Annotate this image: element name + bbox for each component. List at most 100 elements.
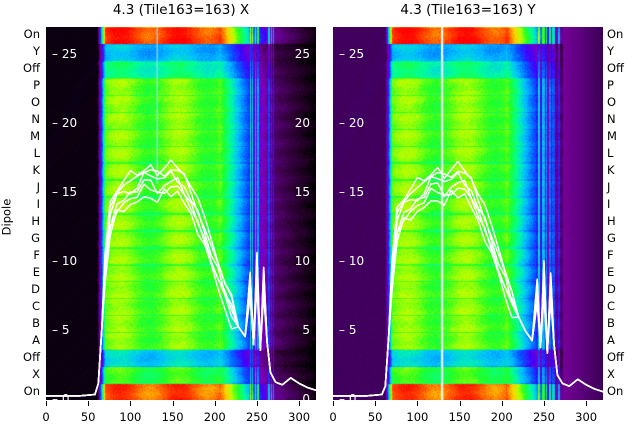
dipole-tick-y-1: Y xyxy=(607,44,615,59)
dipole-tick-f-13: F xyxy=(607,247,614,262)
x-tick-mark-0 xyxy=(46,401,47,406)
inner-y-tick-15-l: – 15 xyxy=(52,184,78,199)
inner-y-tick-10-l: – 10 xyxy=(339,253,365,268)
dipole-tick-b-17: B xyxy=(32,315,40,330)
x-axis-right: 0 50 100 150 200 250 300 xyxy=(329,401,603,435)
x-tick-mark-150 xyxy=(459,401,461,406)
trace-line-0 xyxy=(333,189,603,397)
dipole-tick-on-0: On xyxy=(23,27,40,42)
dipole-tick-e-14: E xyxy=(607,264,615,279)
trace-line-3 xyxy=(333,171,603,397)
dipole-tick-c-16: C xyxy=(31,298,40,313)
dipole-tick-column-right: On Y Off P O N M L K J I H G F E D C B A Off X On xyxy=(603,27,640,400)
trace-line-0 xyxy=(46,188,316,397)
inner-y-tick-20-l: – 20 xyxy=(52,115,78,130)
heatmap-image-x xyxy=(46,27,316,400)
dipole-tick-off-2: Off xyxy=(607,61,624,76)
x-tick-label-300: 300 xyxy=(288,410,311,424)
dipole-tick-off-19: Off xyxy=(607,349,624,364)
inner-y-tick-10-r: 10 xyxy=(294,253,310,268)
dipole-tick-p-3: P xyxy=(607,78,614,93)
x-tick-label-150: 150 xyxy=(448,410,471,424)
dipole-tick-j-9: J xyxy=(607,180,611,195)
inner-y-tick-0-l: – 0 xyxy=(52,392,70,400)
x-tick-label-300: 300 xyxy=(575,410,598,424)
dipole-tick-k-8: K xyxy=(607,163,615,178)
dipole-tick-d-15: D xyxy=(31,281,40,296)
dipole-tick-e-14: E xyxy=(32,264,40,279)
x-tick-mark-300 xyxy=(586,401,588,406)
dipole-tick-g-12: G xyxy=(31,230,40,245)
trace-line-1 xyxy=(333,187,603,397)
dipole-tick-on-0: On xyxy=(607,27,624,42)
inner-y-tick-5-l: – 5 xyxy=(52,322,70,337)
dipole-tick-i-10: I xyxy=(607,197,611,212)
dipole-tick-m-6: M xyxy=(607,129,617,144)
panel-title-x: 4.3 (Tile163=163) X xyxy=(112,2,250,18)
inner-y-tick-0-r: 0 xyxy=(302,392,310,400)
dipole-tick-n-5: N xyxy=(31,112,40,127)
inner-y-tick-15-r: 15 xyxy=(294,184,310,199)
heatmap-panel-y[interactable]: – 0 – 5 – 10 – 15 – 20 – 25 xyxy=(333,27,603,400)
dipole-tick-i-10: I xyxy=(36,197,40,212)
inner-y-tick-10-l: – 10 xyxy=(52,253,78,268)
dipole-tick-m-6: M xyxy=(30,129,40,144)
x-tick-label-200: 200 xyxy=(490,410,513,424)
power-trace-y xyxy=(333,160,603,397)
heatmap-image-y xyxy=(333,27,603,400)
x-tick-label-0: 0 xyxy=(329,410,337,424)
heatmap-panel-x[interactable]: – 0 0 – 5 5 – 10 10 – 15 15 – 20 20 – 25 25 xyxy=(46,27,316,400)
dipole-tick-g-12: G xyxy=(607,230,616,245)
inner-y-tick-20-r: 20 xyxy=(294,115,310,130)
x-tick-mark-0 xyxy=(333,401,334,406)
dipole-tick-c-16: C xyxy=(607,298,616,313)
dipole-tick-n-5: N xyxy=(607,112,616,127)
x-tick-mark-50 xyxy=(88,401,90,406)
inner-y-tick-20-l: – 20 xyxy=(339,115,365,130)
trace-line-2 xyxy=(46,176,316,397)
dipole-tick-a-18: A xyxy=(32,332,40,347)
dipole-tick-o-4: O xyxy=(607,95,617,110)
dipole-tick-l-7: L xyxy=(607,146,614,161)
x-tick-mark-250 xyxy=(543,401,545,406)
x-tick-mark-100 xyxy=(130,401,132,406)
inner-y-tick-25-r: 25 xyxy=(294,46,310,61)
inner-y-tick-5-r: 5 xyxy=(302,322,310,337)
dipole-tick-h-11: H xyxy=(31,213,40,228)
x-tick-label-50: 50 xyxy=(367,410,383,424)
inner-y-tick-0-l: – 0 xyxy=(339,392,357,400)
dipole-tick-d-15: D xyxy=(607,281,616,296)
x-tick-mark-150 xyxy=(172,401,174,406)
dipole-tick-x-20: X xyxy=(32,366,40,381)
x-tick-label-0: 0 xyxy=(42,410,50,424)
x-tick-label-100: 100 xyxy=(406,410,429,424)
inner-y-tick-25-l: – 25 xyxy=(52,46,78,61)
dipole-tick-h-11: H xyxy=(607,213,616,228)
panel-title-y: 4.3 (Tile163=163) Y xyxy=(400,2,536,18)
trace-line-1 xyxy=(46,183,316,397)
dipole-tick-k-8: K xyxy=(32,163,40,178)
x-tick-mark-100 xyxy=(417,401,419,406)
dipole-tick-off-2: Off xyxy=(23,61,40,76)
dipole-tick-b-17: B xyxy=(607,315,615,330)
dipole-tick-on-21: On xyxy=(23,383,40,398)
x-tick-mark-300 xyxy=(299,401,301,406)
trace-line-4 xyxy=(46,169,316,397)
x-tick-mark-200 xyxy=(214,401,216,406)
x-tick-label-250: 250 xyxy=(532,410,555,424)
dipole-tick-p-3: P xyxy=(33,78,40,93)
trace-line-3 xyxy=(46,170,316,397)
dipole-tick-column-left: On Y Off P O N M L K J I H G F E D C B A Off X On xyxy=(0,27,44,400)
dipole-tick-o-4: O xyxy=(30,95,40,110)
dipole-tick-j-9: J xyxy=(36,180,40,195)
trace-line-4 xyxy=(333,170,603,397)
x-tick-mark-200 xyxy=(501,401,503,406)
x-axis-left: 0 50 100 150 200 250 300 xyxy=(42,401,316,435)
power-trace-x xyxy=(46,159,316,397)
trace-line-5 xyxy=(333,160,603,397)
dipole-tick-x-20: X xyxy=(607,366,615,381)
dipole-tick-on-21: On xyxy=(607,383,624,398)
dipole-tick-a-18: A xyxy=(607,332,615,347)
dipole-tick-y-1: Y xyxy=(32,44,40,59)
x-tick-mark-250 xyxy=(256,401,258,406)
